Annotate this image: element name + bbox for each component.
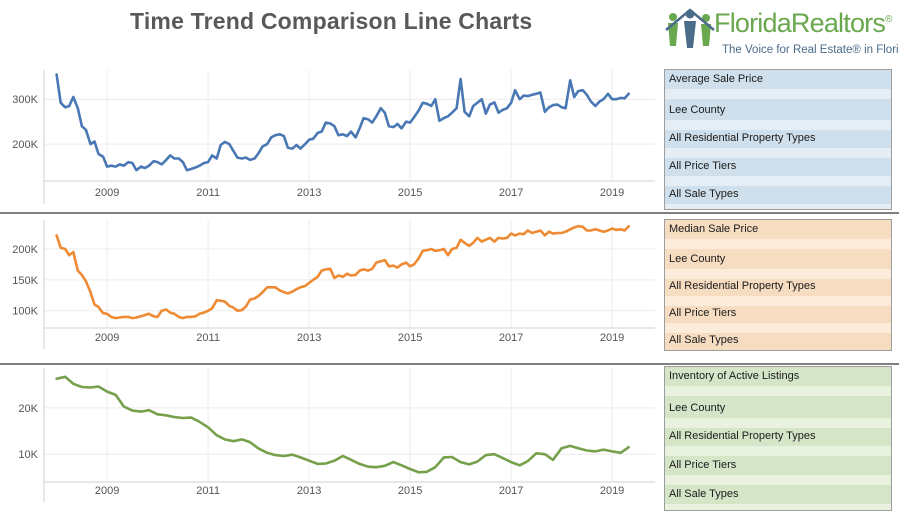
filter-panel-3: Inventory of Active Listings Lee County Al… — [664, 366, 892, 511]
x-tick-label: 2009 — [95, 187, 119, 199]
panel-filter-label[interactable]: All Price Tiers — [669, 160, 737, 172]
x-tick-label: 2009 — [95, 485, 119, 497]
x-tick-label: 2019 — [600, 187, 624, 199]
panel-stripe — [665, 350, 891, 351]
y-tick-label: 200K — [12, 244, 38, 256]
x-tick-label: 2019 — [600, 332, 624, 344]
panel-stripe — [665, 176, 891, 186]
x-tick-label: 2013 — [297, 485, 321, 497]
panel-filter-label[interactable]: All Sale Types — [669, 188, 739, 200]
florida-realtors-logo: FloridaRealtors® The Voice for Real Esta… — [662, 4, 899, 64]
panel-stripe — [665, 148, 891, 158]
x-tick-label: 2017 — [499, 187, 523, 199]
x-tick-label: 2019 — [600, 485, 624, 497]
panel-stripe — [665, 446, 891, 456]
series-line — [55, 375, 630, 474]
panel-filter-label[interactable]: All Residential Property Types — [669, 430, 816, 442]
chart-2: 2009 2011 2013 2015 2017 2019 100K 150K 200K — [12, 220, 655, 349]
x-tick-label: 2015 — [398, 332, 422, 344]
logo-figures-icon — [665, 8, 715, 48]
logo-wordmark: FloridaRealtors® — [714, 8, 892, 38]
panel-stripe — [665, 89, 891, 99]
x-tick-label: 2011 — [196, 485, 220, 497]
panel-stripe — [665, 504, 891, 510]
panel-stripe — [665, 120, 891, 130]
y-tick-label: 200K — [12, 139, 38, 151]
panel-filter-label[interactable]: All Sale Types — [669, 334, 739, 346]
panel-stripe — [665, 386, 891, 396]
panel-filter-label[interactable]: Lee County — [669, 402, 726, 414]
panel-filter-label[interactable]: All Residential Property Types — [669, 280, 816, 292]
panel-stripe — [665, 239, 891, 249]
panel-stripe — [665, 269, 891, 279]
panel-filter-label[interactable]: All Residential Property Types — [669, 132, 816, 144]
series-line — [55, 73, 630, 172]
panel-filter-label[interactable]: All Price Tiers — [669, 307, 737, 319]
x-tick-label: 2013 — [297, 187, 321, 199]
panel-stripe — [665, 296, 891, 306]
panel-filter-label[interactable]: Median Sale Price — [669, 223, 759, 235]
x-tick-label: 2011 — [196, 332, 220, 344]
panel-filter-label[interactable]: Average Sale Price — [669, 73, 763, 85]
panel-filter-label[interactable]: All Price Tiers — [669, 459, 737, 471]
x-tick-label: 2011 — [196, 187, 220, 199]
series-line — [55, 224, 630, 320]
y-tick-label: 100K — [12, 306, 38, 318]
x-tick-label: 2015 — [398, 187, 422, 199]
x-tick-label: 2017 — [499, 485, 523, 497]
panel-filter-label[interactable]: Lee County — [669, 253, 726, 265]
y-tick-label: 10K — [18, 449, 38, 461]
chart-3: 2009 2011 2013 2015 2017 2019 10K 20K — [18, 368, 655, 502]
panel-filter-label[interactable]: Lee County — [669, 104, 726, 116]
chart-1: 2009 2011 2013 2015 2017 2019 200K 300K — [12, 70, 655, 204]
filter-panel-2: Median Sale Price Lee County All Residenti… — [664, 219, 892, 351]
y-tick-label: 300K — [12, 94, 38, 106]
panel-filter-label[interactable]: All Sale Types — [669, 488, 739, 500]
panel-stripe — [665, 475, 891, 485]
y-tick-label: 150K — [12, 275, 38, 287]
panel-filter-label[interactable]: Inventory of Active Listings — [669, 370, 800, 382]
y-tick-label: 20K — [18, 403, 38, 415]
panel-stripe — [665, 418, 891, 428]
x-tick-label: 2013 — [297, 332, 321, 344]
x-tick-label: 2009 — [95, 332, 119, 344]
x-tick-label: 2015 — [398, 485, 422, 497]
panel-stripe — [665, 323, 891, 333]
x-tick-label: 2017 — [499, 332, 523, 344]
logo-tagline: The Voice for Real Estate® in Florida — [722, 44, 899, 56]
filter-panel-1: Average Sale Price Lee County All Resident… — [664, 69, 892, 210]
page-title: Time Trend Comparison Line Charts — [130, 8, 533, 34]
panel-stripe — [665, 204, 891, 209]
